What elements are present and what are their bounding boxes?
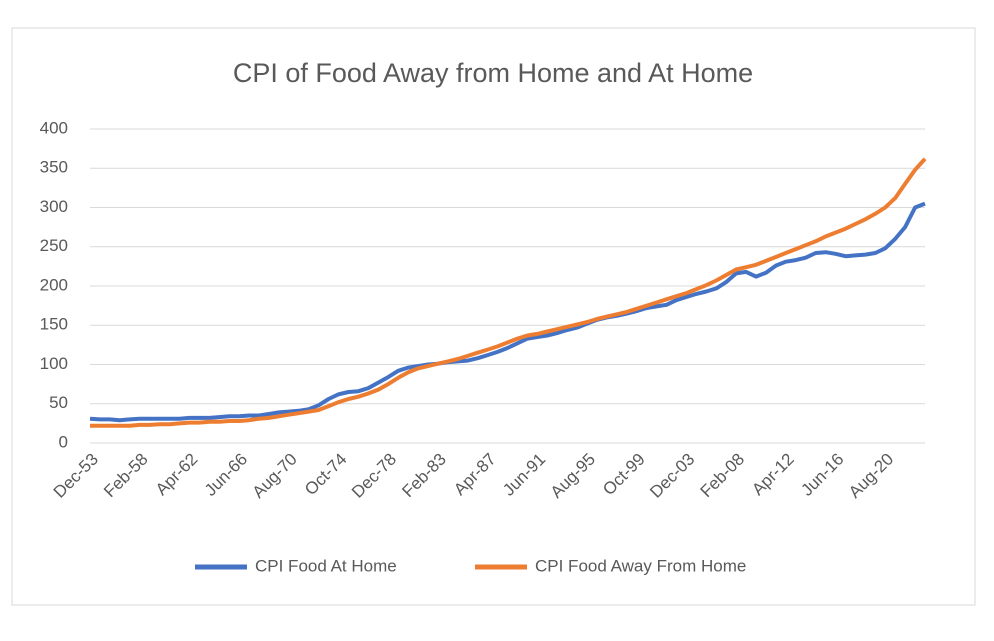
- y-tick-label: 50: [49, 393, 68, 412]
- y-tick-label: 100: [40, 354, 68, 373]
- legend-label: CPI Food At Home: [255, 556, 397, 575]
- series-line: [90, 157, 927, 428]
- y-tick-label: 400: [40, 118, 68, 137]
- y-tick-label: 0: [59, 432, 68, 451]
- y-tick-label: 250: [40, 236, 68, 255]
- y-tick-label: 350: [40, 158, 68, 177]
- y-tick-label: 300: [40, 197, 68, 216]
- y-tick-label: 150: [40, 315, 68, 334]
- chart-frame: [11, 27, 976, 606]
- y-tick-label: 200: [40, 275, 68, 294]
- chart-title: CPI of Food Away from Home and At Home: [233, 58, 753, 88]
- series-line: [89, 201, 926, 423]
- legend-label: CPI Food Away From Home: [535, 556, 746, 575]
